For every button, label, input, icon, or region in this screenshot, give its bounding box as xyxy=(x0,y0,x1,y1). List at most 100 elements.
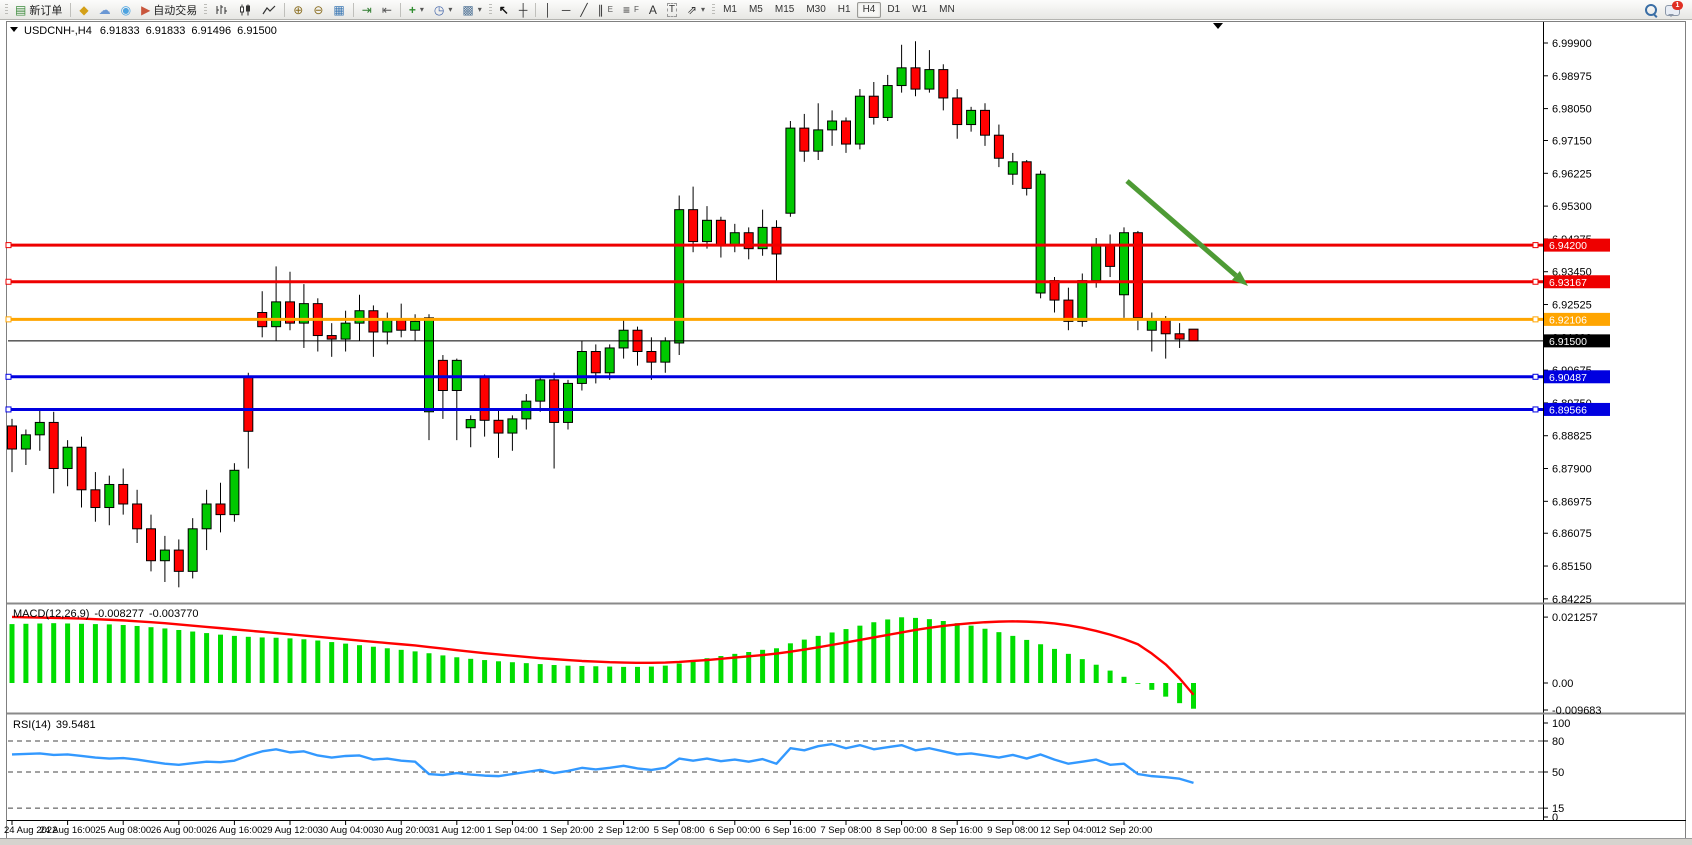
resistance-line-2-right-handle[interactable] xyxy=(1532,278,1539,285)
text-button[interactable]: A xyxy=(644,1,662,18)
timeframe-mn[interactable]: MN xyxy=(933,2,961,18)
support-line-1-left-handle[interactable] xyxy=(5,373,12,380)
macd-histogram-bar xyxy=(204,633,210,683)
macd-histogram-bar xyxy=(412,651,418,683)
macd-histogram-bar xyxy=(760,649,766,683)
timeframe-d1[interactable]: D1 xyxy=(881,2,906,18)
timeframe-h1[interactable]: H1 xyxy=(832,2,857,18)
text-label-button[interactable]: T xyxy=(662,1,682,18)
tile-windows-button[interactable]: ▦ xyxy=(328,1,349,18)
support-line-2-price-tag xyxy=(1544,402,1610,416)
zoom-in-icon: ⊕ xyxy=(293,2,304,17)
pivot-line-orange-left-handle[interactable] xyxy=(5,316,12,323)
auto-scroll-icon: ⇥ xyxy=(361,2,372,17)
timeframe-h4[interactable]: H4 xyxy=(856,1,882,18)
crosshair-icon: ┼ xyxy=(518,2,528,17)
equidistant-channel-button[interactable]: ∥ E xyxy=(593,1,618,18)
macd-histogram-bar xyxy=(690,660,696,683)
zoom-in-button[interactable]: ⊕ xyxy=(288,1,308,18)
auto-scroll-button[interactable]: ⇥ xyxy=(357,1,377,18)
macd-histogram-bar xyxy=(857,625,863,683)
support-line-1-right-handle[interactable] xyxy=(1532,373,1539,380)
timeframe-w1[interactable]: W1 xyxy=(906,2,933,18)
macd-histogram-bar xyxy=(106,624,112,683)
time-tick-label: 24 Aug 2022 xyxy=(4,825,57,836)
macd-histogram-bar xyxy=(398,649,404,683)
resistance-line-1-left-handle[interactable] xyxy=(5,242,12,249)
current-price-line-price-tag xyxy=(1544,334,1610,348)
dropdown-caret-icon: ▾ xyxy=(701,5,706,14)
title-part: 6.91833 xyxy=(146,25,186,37)
bear-candle xyxy=(396,319,407,331)
macd-histogram-bar xyxy=(635,666,640,683)
timeframe-m15[interactable]: M15 xyxy=(769,2,800,18)
new-order-button[interactable]: ▤ 新订单 xyxy=(10,1,67,18)
macd-histogram-bar xyxy=(1149,683,1155,690)
profiles-button[interactable]: ☁ xyxy=(94,1,116,18)
rsi-tick-label: 100 xyxy=(1552,718,1570,730)
chat-notifications-icon[interactable]: 1 xyxy=(1665,0,1683,17)
macd-histogram-bar xyxy=(551,665,557,683)
fibonacci-f-label: F xyxy=(633,5,639,14)
support-line-2-right-handle[interactable] xyxy=(1532,406,1539,413)
resistance-line-1-right-handle[interactable] xyxy=(1532,242,1539,249)
bear-candle xyxy=(799,127,810,152)
macd-label-part: -0.003770 xyxy=(149,608,199,620)
macd-histogram-bar xyxy=(482,660,488,683)
line-chart-button[interactable] xyxy=(257,1,281,18)
fibonacci-button[interactable]: ≡ F xyxy=(618,1,644,18)
bull-candle xyxy=(104,483,115,509)
trend-arrow-object[interactable] xyxy=(1125,179,1248,286)
macd-histogram-bar xyxy=(926,619,932,683)
chart-title: USDCNH-,H4 6.91833 6.91833 6.91496 6.91500 xyxy=(10,25,277,37)
macd-histogram-bar xyxy=(1065,653,1071,683)
bear-candle xyxy=(1105,244,1116,267)
macd-histogram-bar xyxy=(732,653,738,683)
crosshair-button[interactable]: ┼ xyxy=(514,1,533,18)
scroll-anchor-marker xyxy=(1213,23,1223,29)
arrows-button[interactable]: ⇗ ▾ xyxy=(682,1,710,18)
price-axis[interactable]: 6.99900 6.98975 6.98050 6.97150 6.96225 6.953… xyxy=(1543,38,1610,606)
resistance-line-2-left-handle[interactable] xyxy=(5,278,12,285)
bull-candle xyxy=(882,85,893,118)
signals-button[interactable]: ◉ xyxy=(116,1,136,18)
pivot-line-orange-right-handle[interactable] xyxy=(1532,316,1539,323)
symbol-dropdown-icon[interactable] xyxy=(10,27,18,32)
timeframe-m5[interactable]: M5 xyxy=(743,2,769,18)
periods-button[interactable]: ◷ ▾ xyxy=(429,1,458,18)
chart-shift-button[interactable]: ⇤ xyxy=(377,1,397,18)
macd-tick-label: -0.009683 xyxy=(1552,705,1602,717)
bear-candle xyxy=(243,375,254,432)
rsi-tick-label: 15 xyxy=(1552,803,1564,815)
bear-candle xyxy=(1021,161,1032,189)
search-icon[interactable] xyxy=(1645,3,1658,18)
auto-trading-button[interactable]: ▶ 自动交易 xyxy=(136,1,202,18)
bar-chart-button[interactable] xyxy=(209,1,233,18)
macd-histogram-bar xyxy=(1010,635,1016,683)
chart-styles-button[interactable]: ◆ xyxy=(74,1,93,18)
macd-histogram-bar xyxy=(134,625,140,683)
timeframe-m1[interactable]: M1 xyxy=(717,2,743,18)
indicators-button[interactable]: + ▾ xyxy=(404,1,429,18)
timeframe-m30[interactable]: M30 xyxy=(800,2,831,18)
candlestick-chart-button[interactable] xyxy=(233,1,257,18)
zoom-out-button[interactable]: ⊖ xyxy=(308,1,328,18)
time-tick-label: 30 Aug 04:00 xyxy=(318,825,374,836)
macd-histogram-bar xyxy=(968,625,974,683)
trendline-button[interactable]: ╱ xyxy=(575,1,592,18)
templates-button[interactable]: ▩ ▾ xyxy=(457,1,486,18)
support-line-2-left-handle[interactable] xyxy=(5,406,12,413)
horizontal-line-button[interactable]: ─ xyxy=(557,1,576,18)
resistance-line-1-price-tag xyxy=(1544,238,1610,252)
time-tick-label: 24 Aug 16:00 xyxy=(40,825,96,836)
cursor-button[interactable]: ↖ xyxy=(494,1,514,18)
vertical-line-button[interactable]: │ xyxy=(539,1,557,18)
rsi-label-part: RSI(14) xyxy=(13,719,51,731)
macd-histogram-bar xyxy=(607,666,613,683)
bull-candle xyxy=(924,69,935,90)
tile-windows-icon: ▦ xyxy=(333,2,345,17)
horizontal-line-objects xyxy=(5,242,1543,413)
bull-candle xyxy=(354,310,365,324)
bull-candle xyxy=(382,319,393,333)
